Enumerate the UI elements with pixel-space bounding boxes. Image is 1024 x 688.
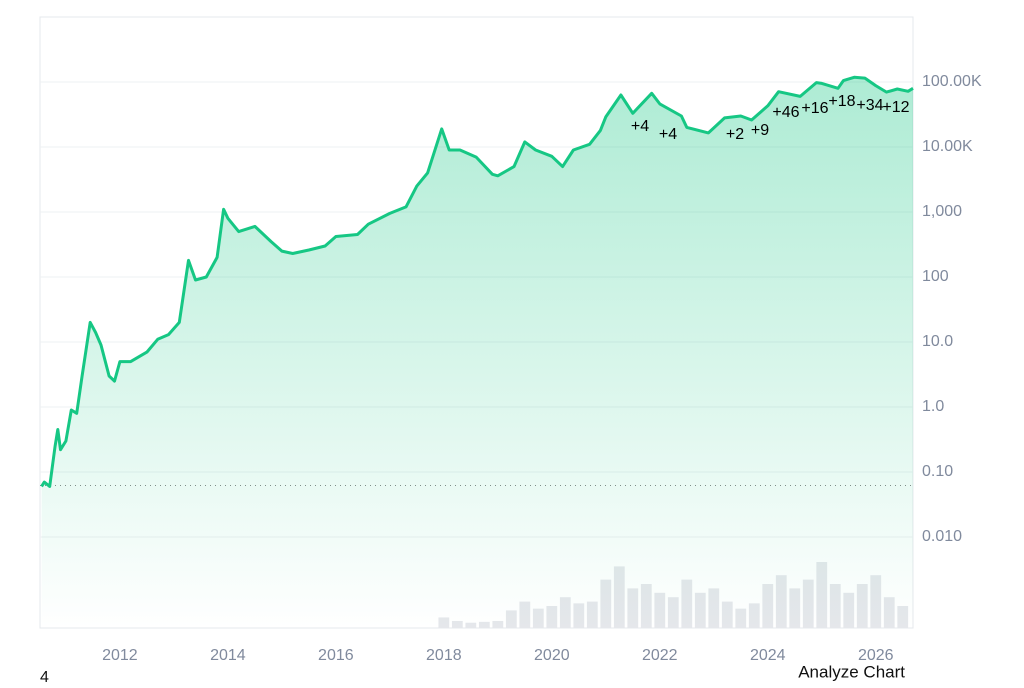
annotation: +18 bbox=[828, 93, 855, 110]
annotation: +2 bbox=[726, 126, 744, 143]
annotation: +46 bbox=[772, 104, 799, 121]
x-tick-label: 2026 bbox=[858, 647, 894, 664]
annotation: +34 bbox=[856, 97, 883, 114]
price-area bbox=[41, 77, 914, 629]
x-tick-label: 2018 bbox=[426, 647, 462, 664]
y-tick-label: 100.00K bbox=[922, 73, 982, 90]
annotation: +12 bbox=[882, 99, 909, 116]
x-tick-label: 2012 bbox=[102, 647, 138, 664]
analyze-chart-button[interactable]: Analyze Chart bbox=[798, 662, 905, 681]
annotation: +4 bbox=[631, 118, 649, 135]
y-tick-label: 0.10 bbox=[922, 463, 953, 480]
x-tick-label: 2022 bbox=[642, 647, 678, 664]
y-tick-label: 1,000 bbox=[922, 203, 962, 220]
price-line bbox=[40, 75, 914, 488]
x-tick-label: 2014 bbox=[210, 647, 246, 664]
page-number: 4 bbox=[40, 669, 49, 683]
y-tick-label: 1.0 bbox=[922, 398, 944, 415]
y-tick-label: 10.0 bbox=[922, 333, 953, 350]
x-tick-label: 2016 bbox=[318, 647, 354, 664]
annotation: +9 bbox=[751, 122, 769, 139]
y-tick-label: 100 bbox=[922, 268, 949, 285]
annotation: +16 bbox=[801, 100, 828, 117]
y-tick-label: 0.010 bbox=[922, 528, 962, 545]
x-tick-label: 2024 bbox=[750, 647, 786, 664]
x-tick-label: 2020 bbox=[534, 647, 570, 664]
annotation: +4 bbox=[659, 126, 677, 143]
y-tick-label: 10.00K bbox=[922, 138, 973, 155]
